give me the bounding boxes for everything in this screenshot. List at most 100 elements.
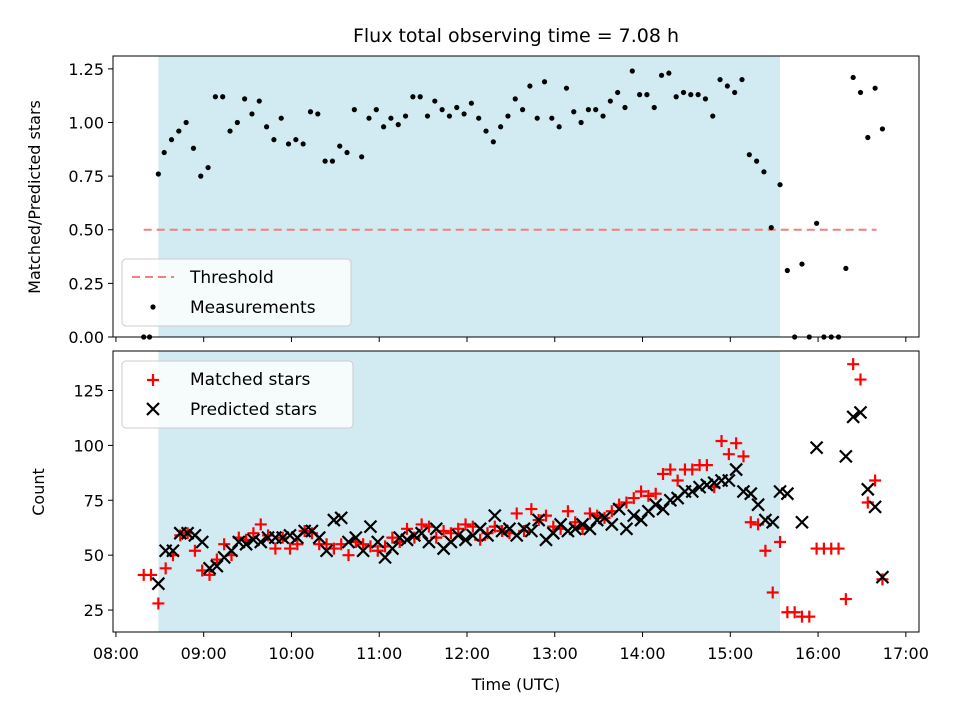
measurement-point <box>519 107 526 113</box>
measurement-point <box>695 92 701 98</box>
matched-point <box>152 597 165 610</box>
y-tick-label: 1.25 <box>68 60 104 79</box>
measurement-point <box>607 98 613 104</box>
measurement-point <box>777 182 783 188</box>
matched-point <box>803 610 816 623</box>
measurement-point <box>256 98 262 104</box>
legend-matched-label: Matched stars <box>190 370 310 390</box>
measurement-point <box>732 89 738 96</box>
bottom-y-axis: 25 50 75 100 125 <box>73 382 113 620</box>
predicted-point <box>568 522 583 536</box>
matched-point <box>766 586 779 599</box>
predicted-point <box>846 410 860 424</box>
matched-point <box>854 373 867 386</box>
measurement-point <box>190 145 197 151</box>
matched-point <box>832 542 845 555</box>
bottom-x-axis: 08:00 09:00 10:00 11:00 12:00 13:00 14:00 15:00… <box>93 632 929 663</box>
measurement-point <box>410 94 416 100</box>
measurement-point <box>359 154 365 160</box>
matched-point <box>203 568 216 581</box>
measurement-point <box>454 104 460 111</box>
x-tick-label: 10:00 <box>268 644 314 663</box>
predicted-point <box>341 535 356 549</box>
measurement-point <box>784 267 790 274</box>
x-tick-label: 15:00 <box>707 644 753 663</box>
measurement-point <box>446 113 453 119</box>
predicted-point <box>480 528 495 543</box>
measurement-point <box>198 173 204 179</box>
matched-point <box>510 507 523 520</box>
measurement-point <box>395 122 401 128</box>
predicted-point <box>685 484 700 499</box>
measurement-point <box>468 100 474 106</box>
matched-point <box>686 463 699 476</box>
matched-point <box>744 516 757 529</box>
predicted-point <box>839 449 853 464</box>
bottom-ylabel: Count <box>29 468 48 516</box>
predicted-point <box>363 519 378 534</box>
measurement-point <box>658 72 665 78</box>
measurement-point <box>571 109 577 115</box>
matched-point <box>671 474 684 487</box>
predicted-point <box>166 543 180 558</box>
matched-point <box>145 568 158 581</box>
predicted-point <box>253 535 268 549</box>
measurement-point <box>556 124 562 130</box>
measurement-point <box>622 104 628 111</box>
measurement-point <box>549 115 555 121</box>
predicted-point <box>429 522 444 536</box>
y-tick-label: 75 <box>84 491 104 510</box>
measurement-point <box>249 111 255 117</box>
measurement-point <box>702 96 709 102</box>
matched-point <box>620 496 633 509</box>
measurement-point <box>746 152 752 158</box>
measurement-point <box>476 115 482 121</box>
measurement-point <box>168 137 175 143</box>
predicted-point <box>458 533 473 547</box>
measurement-point <box>322 158 328 164</box>
matched-point <box>737 450 750 463</box>
predicted-point <box>780 486 795 501</box>
predicted-point <box>370 535 385 549</box>
measurement-point <box>578 119 584 126</box>
predicted-point <box>524 524 539 538</box>
y-tick-label: 100 <box>73 436 104 455</box>
predicted-point <box>853 405 868 420</box>
measurement-point <box>285 141 292 147</box>
measurement-point <box>843 265 849 271</box>
matched-point <box>839 593 852 606</box>
matched-point <box>269 542 282 555</box>
matched-point <box>188 544 201 557</box>
predicted-point <box>312 530 327 545</box>
matched-point <box>342 549 355 562</box>
measurement-point <box>585 107 592 113</box>
measurement-point <box>271 137 277 143</box>
matched-point <box>159 562 172 575</box>
predicted-point <box>422 535 436 549</box>
measurement-point <box>534 115 540 121</box>
matched-point <box>254 518 267 531</box>
measurement-point <box>461 111 467 117</box>
measurement-point <box>490 139 496 145</box>
x-tick-label: 12:00 <box>444 644 490 663</box>
predicted-point <box>809 440 824 455</box>
y-tick-label: 25 <box>84 601 104 620</box>
matched-point <box>459 518 472 531</box>
matched-point <box>788 606 801 619</box>
predicted-point <box>765 515 780 530</box>
x-tick-label: 16:00 <box>795 644 841 663</box>
predicted-point <box>744 486 758 501</box>
matched-point <box>700 459 713 472</box>
matched-point <box>415 518 428 531</box>
legend-threshold-label: Threshold <box>189 268 274 288</box>
matched-point <box>657 467 670 480</box>
x-tick-label: 08:00 <box>93 644 139 663</box>
predicted-point <box>795 515 809 530</box>
measurement-point <box>402 113 409 119</box>
legend-measurements-swatch <box>150 304 156 310</box>
predicted-point <box>861 482 875 497</box>
measurement-point <box>212 94 218 100</box>
measurement-point <box>439 107 445 113</box>
measurement-point <box>205 164 211 171</box>
matched-point <box>664 463 677 476</box>
